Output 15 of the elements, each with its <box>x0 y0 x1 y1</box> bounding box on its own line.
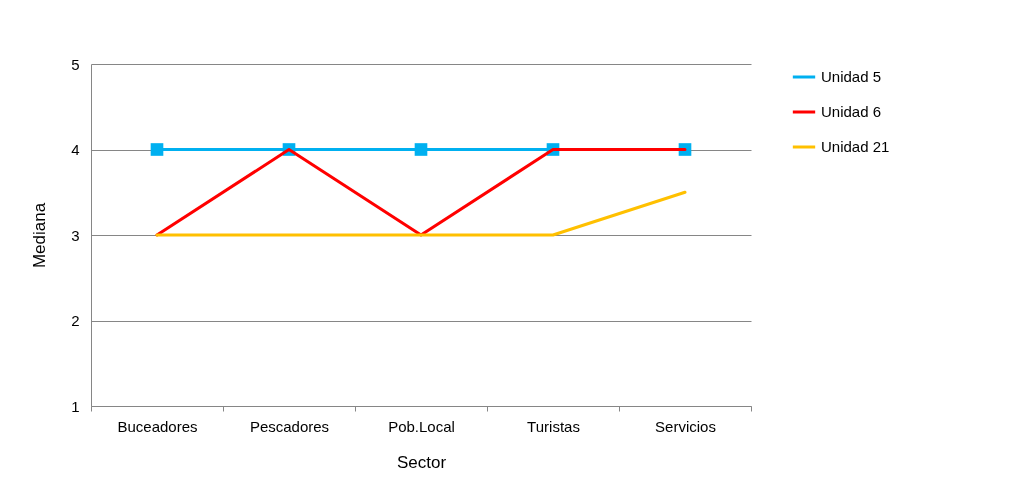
y-tick-label: 3 <box>71 226 80 244</box>
x-axis-title: Sector <box>396 452 447 472</box>
x-tick-label: Buceadores <box>117 417 198 435</box>
legend-label: Unidad 21 <box>821 138 890 155</box>
x-tick-label: Pob.Local <box>388 417 455 435</box>
y-axis-title: Mediana <box>30 202 50 269</box>
y-tick-label: 4 <box>71 141 80 158</box>
legend-label: Unidad 6 <box>821 103 882 120</box>
x-tick-label: Servicios <box>655 417 716 435</box>
y-tick-label: 1 <box>71 397 80 415</box>
y-tick-label: 2 <box>71 312 80 329</box>
legend-label: Unidad 5 <box>821 68 882 85</box>
x-tick-label: Pescadores <box>249 417 330 435</box>
y-tick-label: 5 <box>71 55 80 73</box>
x-tick-label: Turistas <box>527 417 580 435</box>
